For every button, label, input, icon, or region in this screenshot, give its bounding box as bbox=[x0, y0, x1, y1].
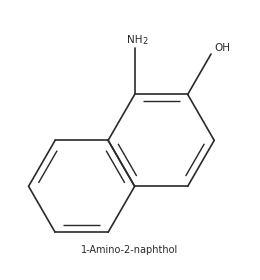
Text: NH: NH bbox=[127, 35, 142, 45]
Text: 2: 2 bbox=[142, 37, 148, 46]
Text: OH: OH bbox=[214, 43, 230, 53]
Text: 1-Amino-2-naphthol: 1-Amino-2-naphthol bbox=[81, 245, 179, 255]
